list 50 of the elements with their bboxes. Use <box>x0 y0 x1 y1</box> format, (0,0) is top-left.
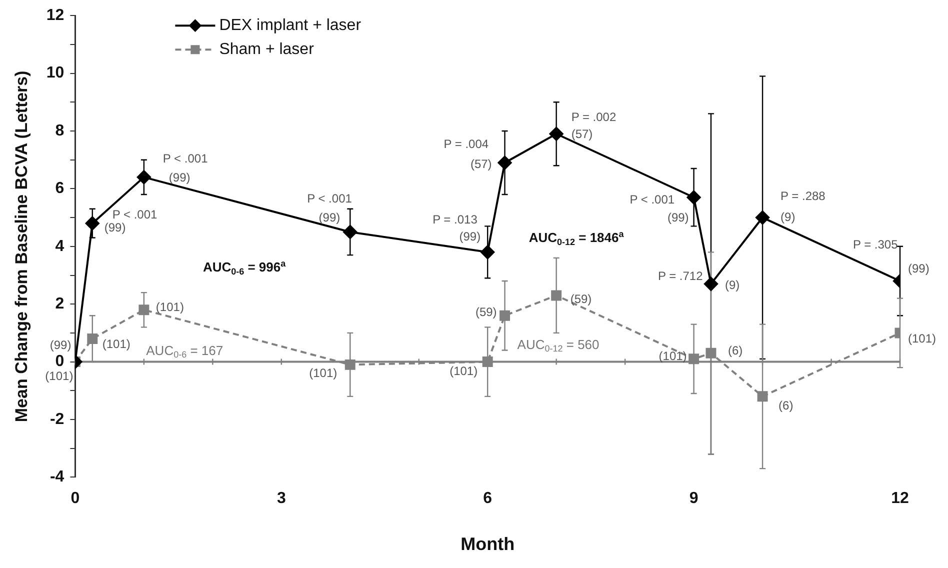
annotation: (99) <box>318 210 340 224</box>
annotation: (101) <box>309 366 338 380</box>
y-tick-label: 8 <box>55 122 64 140</box>
annotation: (99) <box>50 338 72 352</box>
annotation: (9) <box>724 278 740 292</box>
y-tick-label: 10 <box>46 64 64 82</box>
annotation: P < .001 <box>112 208 158 222</box>
y-tick-label: 0 <box>55 353 64 370</box>
annotation: (59) <box>475 304 497 319</box>
x-tick-label: 0 <box>70 490 80 508</box>
annotation: (57) <box>571 127 593 142</box>
annotation: P = .013 <box>432 212 478 226</box>
x-axis-title: Month <box>460 534 515 554</box>
annotation: (101) <box>156 300 184 314</box>
annotation: (101) <box>102 337 130 352</box>
x-tick-label: 9 <box>689 490 698 508</box>
annotation: (6) <box>728 343 743 358</box>
x-tick-label: 6 <box>483 490 492 508</box>
y-tick-label: 2 <box>55 296 64 313</box>
annotation: (101) <box>658 349 687 364</box>
annotation: (99) <box>908 261 930 276</box>
annotation: (99) <box>667 210 689 225</box>
annotation: (99) <box>168 170 190 184</box>
y-tick-label: -4 <box>50 468 64 486</box>
annotation: P = .004 <box>444 137 489 152</box>
y-axis-title: Mean Change from Baseline BCVA (Letters) <box>12 70 31 422</box>
y-tick-label: -2 <box>50 410 64 428</box>
y-tick-label: 12 <box>46 7 64 24</box>
annotation: (101) <box>908 331 936 346</box>
y-tick-label: 4 <box>55 238 64 255</box>
y-tick-label: 6 <box>55 180 64 198</box>
annotation: (99) <box>104 220 126 235</box>
annotation: P < .001 <box>162 151 208 166</box>
annotation: P = .288 <box>780 188 826 203</box>
annotation: P = .712 <box>658 269 704 284</box>
annotation: (99) <box>459 229 481 244</box>
annotation: P = .305 <box>852 237 898 252</box>
annotation: (101) <box>45 369 74 384</box>
annotation: (6) <box>778 398 794 413</box>
legend-label: DEX implant + laser <box>219 17 362 34</box>
annotation: P < .001 <box>630 192 675 207</box>
legend-label: Sham + laser <box>219 41 315 58</box>
x-tick-label: 12 <box>891 490 909 508</box>
annotation: P = .002 <box>571 110 616 124</box>
annotation: (59) <box>570 292 592 306</box>
annotation: (101) <box>450 364 478 378</box>
annotation: (9) <box>780 210 796 224</box>
x-tick-label: 3 <box>276 490 286 508</box>
annotation: (57) <box>470 157 492 172</box>
annotation: P < .001 <box>307 191 352 206</box>
